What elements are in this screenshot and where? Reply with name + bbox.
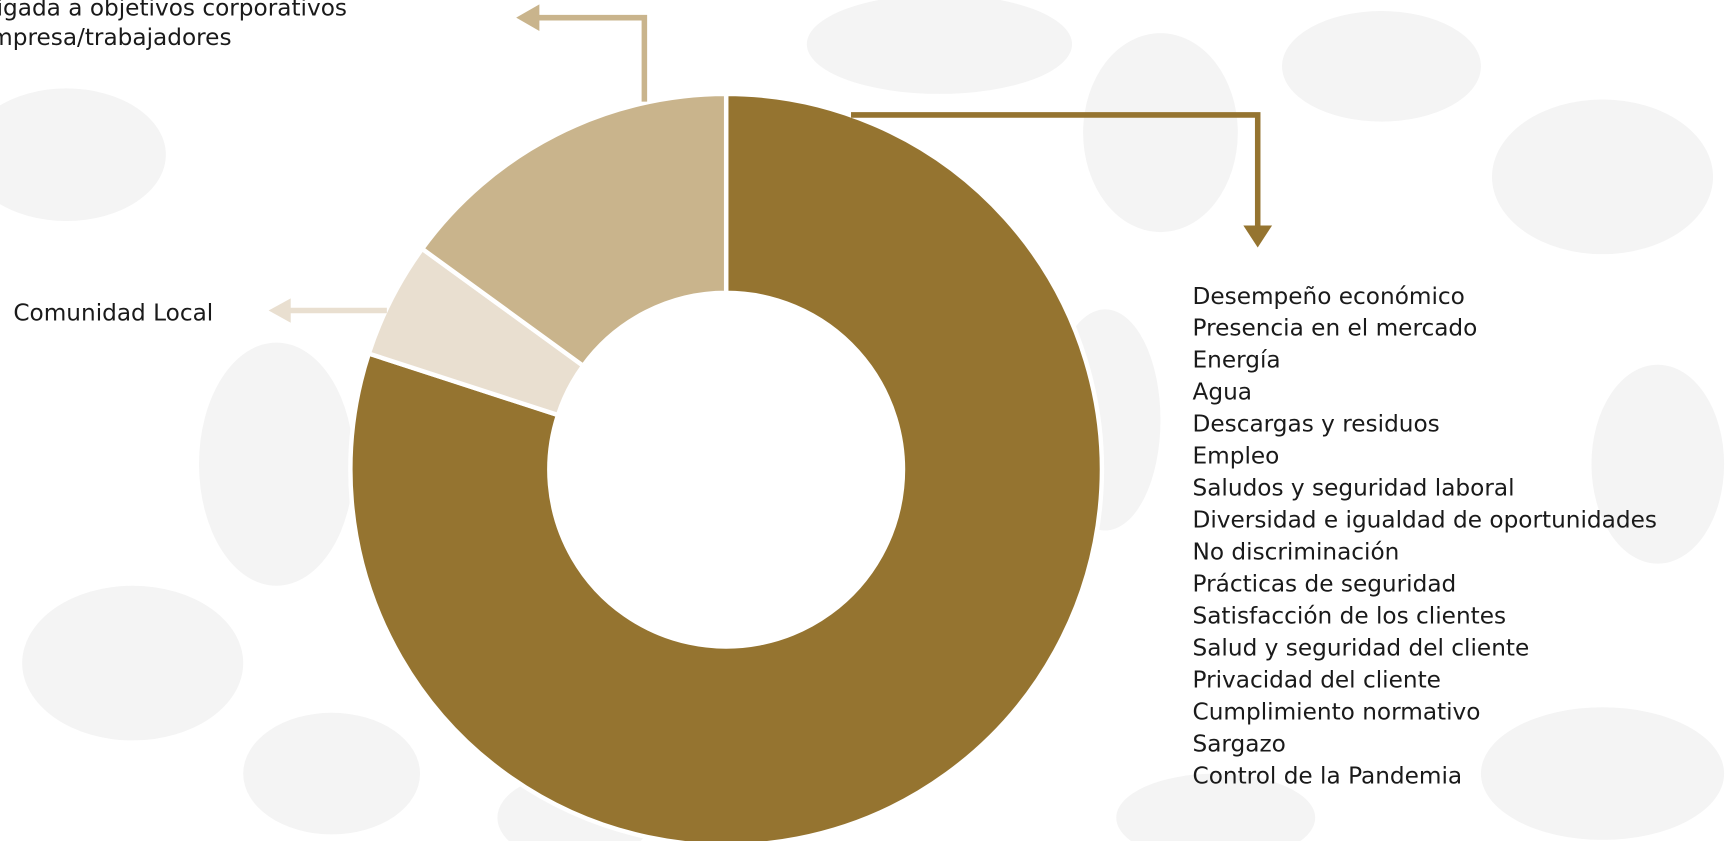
segment-label: Saludos y seguridad laboral (1193, 475, 1515, 502)
segment-label: Diversidad e igualdad de oportunidades (1193, 507, 1657, 534)
segment-label: Energía (1193, 347, 1281, 374)
segment-label: Satisfacción de los clientes (1193, 602, 1507, 629)
arrow-head (516, 4, 540, 31)
segment-label: Sargazo (1193, 730, 1286, 757)
segment-label: Empleo (1193, 443, 1280, 470)
arrow-head (268, 298, 291, 323)
segment-label: Comunidad Local (13, 299, 213, 326)
arrow-head (1243, 225, 1273, 248)
segment-label: Prácticas de seguridad (1193, 571, 1457, 598)
donut (348, 91, 1105, 841)
segment-label: ligada a objetivos corporativos (0, 0, 347, 21)
segment-label: Desempeño económico (1193, 283, 1465, 310)
segment-label: Descargas y residuos (1193, 411, 1440, 438)
segment-label: Privacidad del cliente (1193, 666, 1441, 693)
segment-label: mpresa/trabajadores (0, 24, 232, 51)
segment-label: No discriminación (1193, 539, 1400, 566)
donut-segment (419, 91, 729, 369)
labels: Desempeño económico Presencia en el merca… (0, 0, 1657, 789)
segment-label: Cumplimiento normativo (1193, 698, 1481, 725)
arrow-line (534, 14, 648, 102)
segment-label: Salud y seguridad del cliente (1193, 634, 1530, 661)
arrow-line (851, 112, 1261, 230)
donut-segment (348, 91, 1105, 841)
arrows (268, 4, 1273, 323)
segment-label: Presencia en el mercado (1193, 315, 1478, 342)
segment-label: Agua (1193, 379, 1253, 406)
segment-label: Control de la Pandemia (1193, 762, 1463, 789)
